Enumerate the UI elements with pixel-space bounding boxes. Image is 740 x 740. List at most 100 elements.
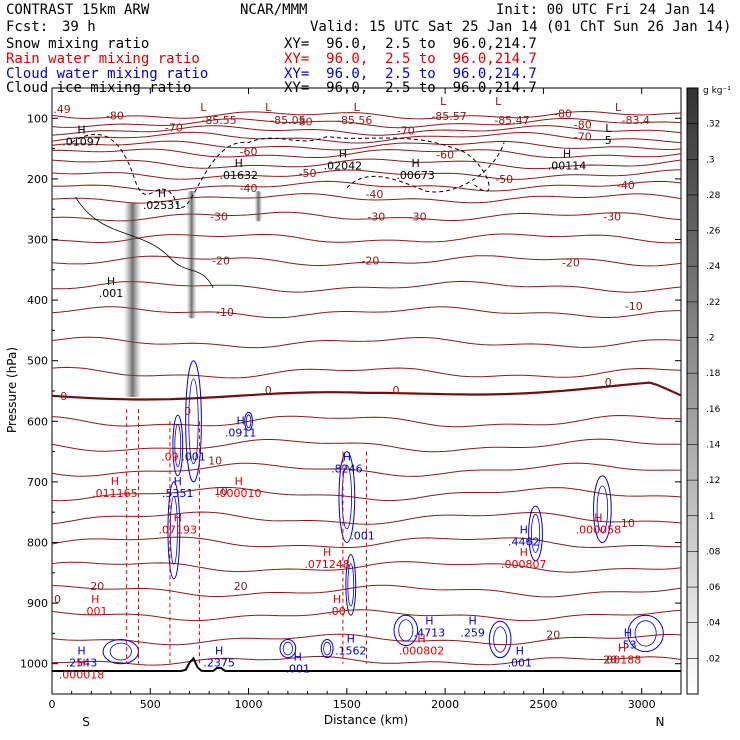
cloud-water-contour [393,614,419,647]
y-tick-label: 1000 [20,658,48,671]
contour-label: 20 [47,593,61,606]
cloud-water-contour [174,423,182,468]
isotherm-label: -30 [603,210,621,223]
cloud-water-contour [167,481,181,580]
isotherm-label: -85.49 [35,103,70,116]
org-label: NCAR/MMM [240,2,308,18]
isotherm-label: 20 [546,629,560,642]
colorbar-tick-label: .06 [706,583,721,593]
extremum-marker: H [347,632,355,645]
isotherm-line [52,462,681,477]
extremum-value: .00 [328,605,346,618]
isotherm-label: -85.05 [270,114,305,127]
extremum-marker: H [237,414,245,427]
isotherm-label: -40 [240,182,258,195]
isotherm-label: 0 [265,384,272,397]
isotherm-line [52,110,681,120]
extremum-marker: H [174,475,182,488]
snow-shading [123,203,142,398]
cloud-water-contour [320,638,334,659]
extremum-value: .000807 [501,558,547,571]
isotherm-line [52,131,681,144]
isotherm-label: -85.56 [337,114,372,127]
colorbar-tick-label: .12 [706,476,720,486]
isotherm-label: -50 [299,167,317,180]
isotherm-label: -20 [562,257,580,270]
isotherm-line [52,486,681,502]
x-end-label-south: S [82,715,90,729]
extremum-marker: H [77,645,85,658]
isotherm-line [52,255,681,267]
extremum-marker: L [354,101,361,114]
y-tick-label: 200 [27,173,48,186]
extremum-value: .000802 [399,644,445,657]
extremum-value: .1562 [335,644,367,657]
extremum-marker: H [343,451,351,464]
y-tick-label: 400 [27,294,48,307]
isotherm-label: -30 [409,210,427,223]
extremum-value: .071248 [304,558,350,571]
extremum-marker: H [107,275,115,288]
cloud-water-contour [172,414,184,477]
plot-content: -80 -80-80-80-70 -70 -70-60 -60-50 -50-40 -40-… [35,95,681,682]
extremum-marker: H [618,642,626,655]
extremum-value: .8246 [331,463,363,476]
extremum-marker: H [594,511,602,524]
cloud-water-contour [109,642,132,661]
extremum-marker: H [77,657,85,670]
extremum-marker: L [495,95,502,108]
isotherm-label: 0 [605,376,612,389]
field-snow-xy: XY= 96.0, 2.5 to 96.0,214.7 [284,36,537,52]
x-tick-label: 3000 [628,698,656,711]
extremum-value: .01632 [219,169,258,182]
extremum-value: .0911 [225,426,257,439]
x-axis-label: Distance (km) [324,713,408,727]
contour-label: 10 [214,485,228,498]
extremum-marker: H [91,593,99,606]
extremum-value: .00188 [603,654,642,667]
extremum-value: .4713 [414,626,446,639]
isotherm-line [52,438,681,453]
isotherm-line [52,280,681,293]
extremum-marker: H [417,632,425,645]
colorbar-tick-label: .14 [706,440,721,450]
field-cloud-water-xy: XY= 96.0, 2.5 to 96.0,214.7 [284,66,537,82]
isotherm-line [52,233,681,244]
cloud-water-contour [493,626,508,653]
colorbar-tick-label: .22 [706,298,720,308]
isotherm-line [52,366,681,379]
cloud-water-contour [627,614,664,653]
extremum-marker: H [215,645,223,658]
x-tick-label: 0 [49,698,56,711]
colorbar-tick-label: .02 [706,654,720,664]
extremum-value: .000010 [216,487,262,500]
y-tick-label: 600 [27,415,48,428]
extremum-marker: H [469,614,477,627]
extremum-marker: H [77,123,85,136]
extremum-value: .259 [460,626,485,639]
colorbar-tick-label: .2 [706,334,715,344]
isotherm-label: -80 [295,115,313,128]
y-tick-label: 300 [27,234,48,247]
contour-label: .001 [181,451,206,464]
isotherm-label: -85.55 [201,114,236,127]
extremum-marker: H [520,523,528,536]
y-tick-label: 500 [27,355,48,368]
contour-label: .09 [161,451,179,464]
colorbar-tick-label: .32 [706,120,720,130]
extremum-marker: H [624,626,632,639]
cloud-water-contour [398,619,414,642]
cloud-water-contour [282,641,293,656]
x-tick-label: 500 [140,698,161,711]
isotherm-line [52,414,681,428]
freezing-level-line [52,381,681,401]
isotherm-label: -85.57 [431,110,466,123]
cloud-water-contour [593,475,612,544]
snow-shading [254,191,263,222]
x-tick-label: 2500 [529,698,557,711]
extremum-marker: L [605,122,612,135]
x-end-label-north: N [656,715,665,729]
cloud-water-contour [169,496,178,565]
terrain-line [52,656,681,672]
isotherm-line [52,336,681,349]
